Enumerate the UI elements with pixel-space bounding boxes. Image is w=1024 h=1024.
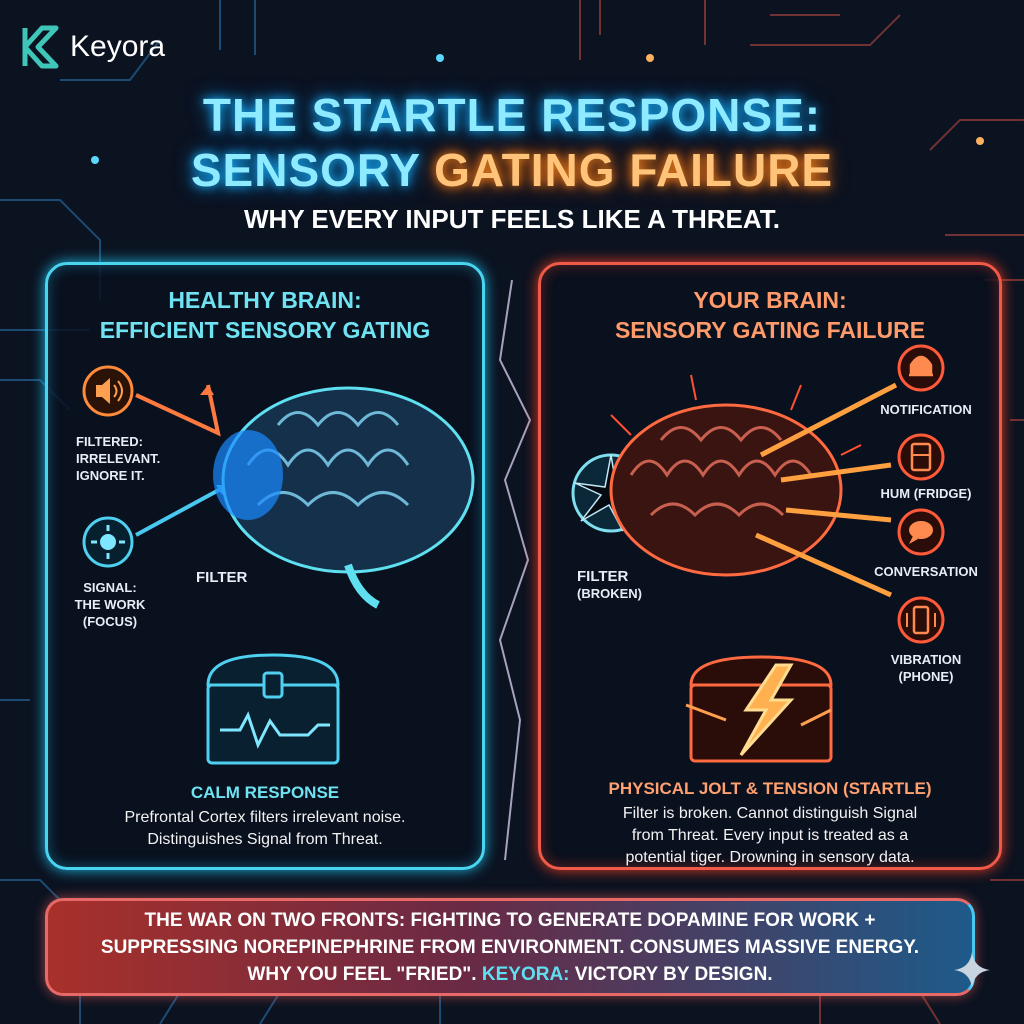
- fridge-icon: [897, 433, 945, 481]
- phone-icon: [897, 596, 945, 644]
- title-sensory: SENSORY: [190, 144, 421, 196]
- brand-logo: Keyora: [22, 25, 166, 69]
- panel-heading: HEALTHY BRAIN: EFFICIENT SENSORY GATING: [48, 285, 482, 345]
- label-line: FILTERED:: [76, 434, 143, 449]
- title-gating-failure: GATING FAILURE: [434, 144, 834, 196]
- filtered-label: FILTERED: IRRELEVANT. IGNORE IT.: [76, 433, 160, 484]
- startle-title: PHYSICAL JOLT & TENSION (STARTLE): [608, 779, 932, 798]
- brand-name: Keyora: [70, 30, 166, 63]
- label-line: SIGNAL:: [83, 580, 137, 595]
- title-line-1: THE STARTLE RESPONSE:: [202, 89, 822, 141]
- heading-line: SENSORY GATING FAILURE: [614, 317, 926, 343]
- hum-fridge-label: HUM (FRIDGE): [880, 486, 972, 501]
- label-line: FILTER: [577, 568, 629, 585]
- signal-label: SIGNAL: THE WORK (FOCUS): [70, 579, 150, 630]
- startle-body: Filter is broken. Cannot distinguish Sig…: [541, 803, 999, 869]
- calm-chest-icon: [206, 653, 340, 765]
- body-line: Distinguishes Signal from Threat.: [147, 831, 383, 848]
- bell-icon: [897, 344, 945, 392]
- label-line: THE WORK: [74, 597, 146, 612]
- sparkle-icon: [954, 952, 990, 988]
- subtitle: WHY EVERY INPUT FEELS LIKE A THREAT.: [244, 204, 780, 234]
- broken-filter-label: FILTER (BROKEN): [577, 568, 642, 602]
- your-brain-panel: YOUR BRAIN: SENSORY GATING FAILURE FILTER…: [538, 262, 1002, 870]
- banner-line: SUPPRESSING NOREPINEPHRINE FROM ENVIRONM…: [100, 936, 920, 958]
- heading-line: HEALTHY BRAIN:: [168, 287, 362, 313]
- healthy-brain-illustration: [82, 365, 475, 765]
- calm-response-body: Prefrontal Cortex filters irrelevant noi…: [48, 807, 482, 851]
- label-line: IGNORE IT.: [76, 468, 145, 483]
- healthy-brain-panel: HEALTHY BRAIN: EFFICIENT SENSORY GATING F…: [45, 262, 485, 870]
- label-line: IRRELEVANT.: [76, 451, 161, 466]
- label-line: VIBRATION: [890, 652, 962, 667]
- body-line: potential tiger. Drowning in sensory dat…: [625, 849, 915, 866]
- panel-heading: YOUR BRAIN: SENSORY GATING FAILURE: [541, 285, 999, 345]
- banner-line: THE WAR ON TWO FRONTS: FIGHTING TO GENER…: [144, 909, 876, 931]
- chat-icon: [897, 508, 945, 556]
- k-logo-icon: [22, 25, 59, 69]
- heading-line: EFFICIENT SENSORY GATING: [99, 317, 431, 343]
- body-line: Prefrontal Cortex filters irrelevant noi…: [124, 809, 406, 826]
- failing-brain-illustration: [571, 344, 945, 763]
- stressed-brain-icon: [609, 374, 862, 577]
- title-line-2: SENSORY GATING FAILURE: [0, 143, 1024, 197]
- body-line: Filter is broken. Cannot distinguish Sig…: [622, 805, 918, 822]
- body-line: from Threat. Every input is treated as a: [631, 827, 909, 844]
- signal-target-icon: [82, 516, 134, 568]
- label-line: (BROKEN): [577, 586, 642, 601]
- filter-label: FILTER: [196, 569, 248, 586]
- banner-keyora: KEYORA:: [481, 963, 570, 985]
- speaker-icon: [82, 365, 134, 417]
- calm-brain-icon: [213, 386, 475, 609]
- calm-response-title: CALM RESPONSE: [190, 783, 340, 802]
- label-line: (PHONE): [898, 669, 954, 684]
- banner-line: VICTORY BY DESIGN.: [574, 963, 773, 985]
- banner-line: WHY YOU FEEL "FRIED".: [247, 963, 477, 985]
- conversation-label: CONVERSATION: [874, 564, 978, 579]
- notification-label: NOTIFICATION: [880, 402, 972, 417]
- broken-chest-icon: [685, 655, 833, 763]
- vibration-label: VIBRATION (PHONE): [861, 651, 991, 685]
- banner-text: THE WAR ON TWO FRONTS: FIGHTING TO GENER…: [71, 907, 949, 988]
- heading-line: YOUR BRAIN:: [693, 287, 847, 313]
- label-line: (FOCUS): [82, 614, 138, 629]
- summary-banner: THE WAR ON TWO FRONTS: FIGHTING TO GENER…: [45, 898, 975, 996]
